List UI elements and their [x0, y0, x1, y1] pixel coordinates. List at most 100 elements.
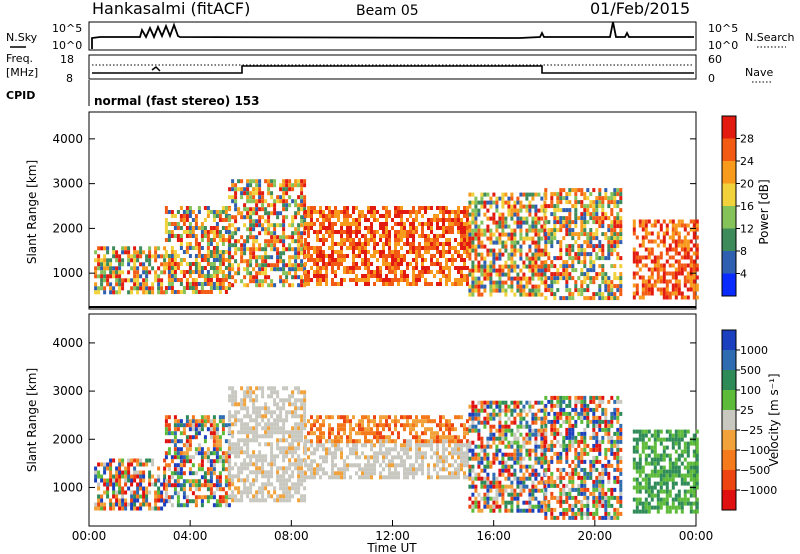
velocity-echo-cell [457, 463, 460, 468]
power-echo-cell [252, 255, 256, 260]
power-echo-cell [507, 276, 511, 281]
power-echo-cell [556, 240, 560, 245]
power-echo-cell [258, 191, 262, 196]
power-echo-cell [522, 240, 526, 245]
power-echo-cell [665, 259, 669, 264]
velocity-echo-cell [501, 484, 505, 489]
velocity-echo-cell [243, 482, 247, 487]
velocity-echo-cell [285, 398, 289, 403]
velocity-echo-cell [133, 494, 137, 499]
power-echo-cell [516, 200, 520, 205]
velocity-echo-cell [522, 508, 526, 513]
power-echo-cell [148, 270, 152, 275]
velocity-echo-cell [279, 466, 283, 471]
power-echo-cell [562, 260, 566, 265]
power-echo-cell [466, 246, 469, 250]
velocity-echo-cell [406, 447, 409, 452]
power-echo-cell [182, 214, 186, 218]
power-echo-cell [246, 207, 250, 212]
power-echo-cell [391, 278, 394, 282]
power-echo-cell [382, 222, 385, 226]
power-echo-cell [504, 224, 508, 229]
velocity-echo-cell [136, 470, 140, 475]
velocity-echo-cell [209, 467, 213, 472]
velocity-echo-cell [255, 394, 259, 399]
power-echo-cell [619, 224, 623, 229]
velocity-echo-cell [224, 439, 228, 444]
velocity-echo-cell [109, 478, 113, 483]
velocity-echo-cell [118, 490, 122, 495]
velocity-echo-cell [224, 483, 228, 488]
power-echo-cell [376, 242, 379, 246]
power-echo-cell [574, 200, 578, 205]
power-echo-cell [586, 276, 590, 281]
power-echo-cell [686, 287, 690, 292]
velocity-echo-cell [507, 452, 511, 457]
power-echo-cell [454, 246, 457, 250]
power-echo-cell [474, 256, 478, 261]
power-echo-cell [255, 183, 259, 188]
power-echo-cell [297, 243, 301, 248]
velocity-echo-cell [468, 412, 472, 417]
power-echo-cell [400, 270, 403, 274]
power-echo-cell [586, 288, 590, 293]
velocity-echo-cell [240, 490, 244, 495]
power-echo-cell [94, 286, 98, 291]
velocity-echo-cell [537, 416, 541, 421]
power-echo-cell [427, 218, 430, 222]
velocity-echo-cell [154, 506, 158, 511]
power-echo-cell [436, 270, 439, 274]
velocity-echo-cell [525, 400, 529, 405]
velocity-echo-cell [346, 415, 349, 420]
power-echo-cell [212, 258, 216, 262]
power-echo-cell [261, 271, 265, 276]
velocity-echo-cell [534, 440, 538, 445]
power-echo-cell [282, 179, 286, 184]
power-echo-cell [477, 212, 481, 217]
velocity-echo-cell [486, 416, 490, 421]
power-echo-cell [528, 268, 532, 273]
velocity-echo-cell [234, 474, 238, 479]
velocity-echo-cell [540, 432, 544, 437]
power-echo-cell [246, 235, 250, 240]
power-echo-cell [574, 220, 578, 225]
power-echo-cell [565, 216, 569, 221]
power-echo-cell [474, 224, 478, 229]
velocity-echo-cell [516, 440, 520, 445]
power-echo-cell [531, 236, 535, 241]
velocity-echo-cell [297, 406, 301, 411]
velocity-echo-cell [197, 487, 201, 492]
power-echo-cell [421, 258, 424, 262]
velocity-echo-cell [355, 439, 358, 444]
velocity-echo-cell [112, 486, 116, 491]
power-echo-cell [460, 210, 463, 214]
power-echo-cell [445, 218, 448, 222]
velocity-echo-cell [243, 478, 247, 483]
power-echo-cell [556, 216, 560, 221]
velocity-echo-cell [212, 471, 216, 476]
power-echo-cell [285, 235, 289, 240]
power-echo-cell [325, 270, 328, 274]
power-echo-cell [379, 222, 382, 226]
power-echo-cell [285, 199, 289, 204]
power-echo-cell [683, 267, 687, 272]
power-echo-cell [510, 280, 514, 285]
power-echo-cell [328, 222, 331, 226]
power-echo-cell [388, 210, 391, 214]
nave-tick-bottom: 0 [708, 72, 715, 85]
power-echo-cell [433, 238, 436, 242]
velocity-echo-cell [486, 480, 490, 485]
power-echo-cell [103, 274, 107, 279]
velocity-echo-cell [246, 390, 250, 395]
velocity-echo-cell [294, 482, 298, 487]
power-echo-cell [686, 271, 690, 276]
power-echo-cell [586, 296, 590, 301]
velocity-echo-cell [182, 451, 186, 456]
power-echo-cell [537, 272, 541, 277]
velocity-echo-cell [170, 495, 174, 500]
power-echo-cell [680, 247, 684, 252]
power-echo-cell [352, 210, 355, 214]
power-echo-cell [142, 290, 146, 295]
power-echo-cell [388, 246, 391, 250]
velocity-echo-cell [504, 412, 508, 417]
